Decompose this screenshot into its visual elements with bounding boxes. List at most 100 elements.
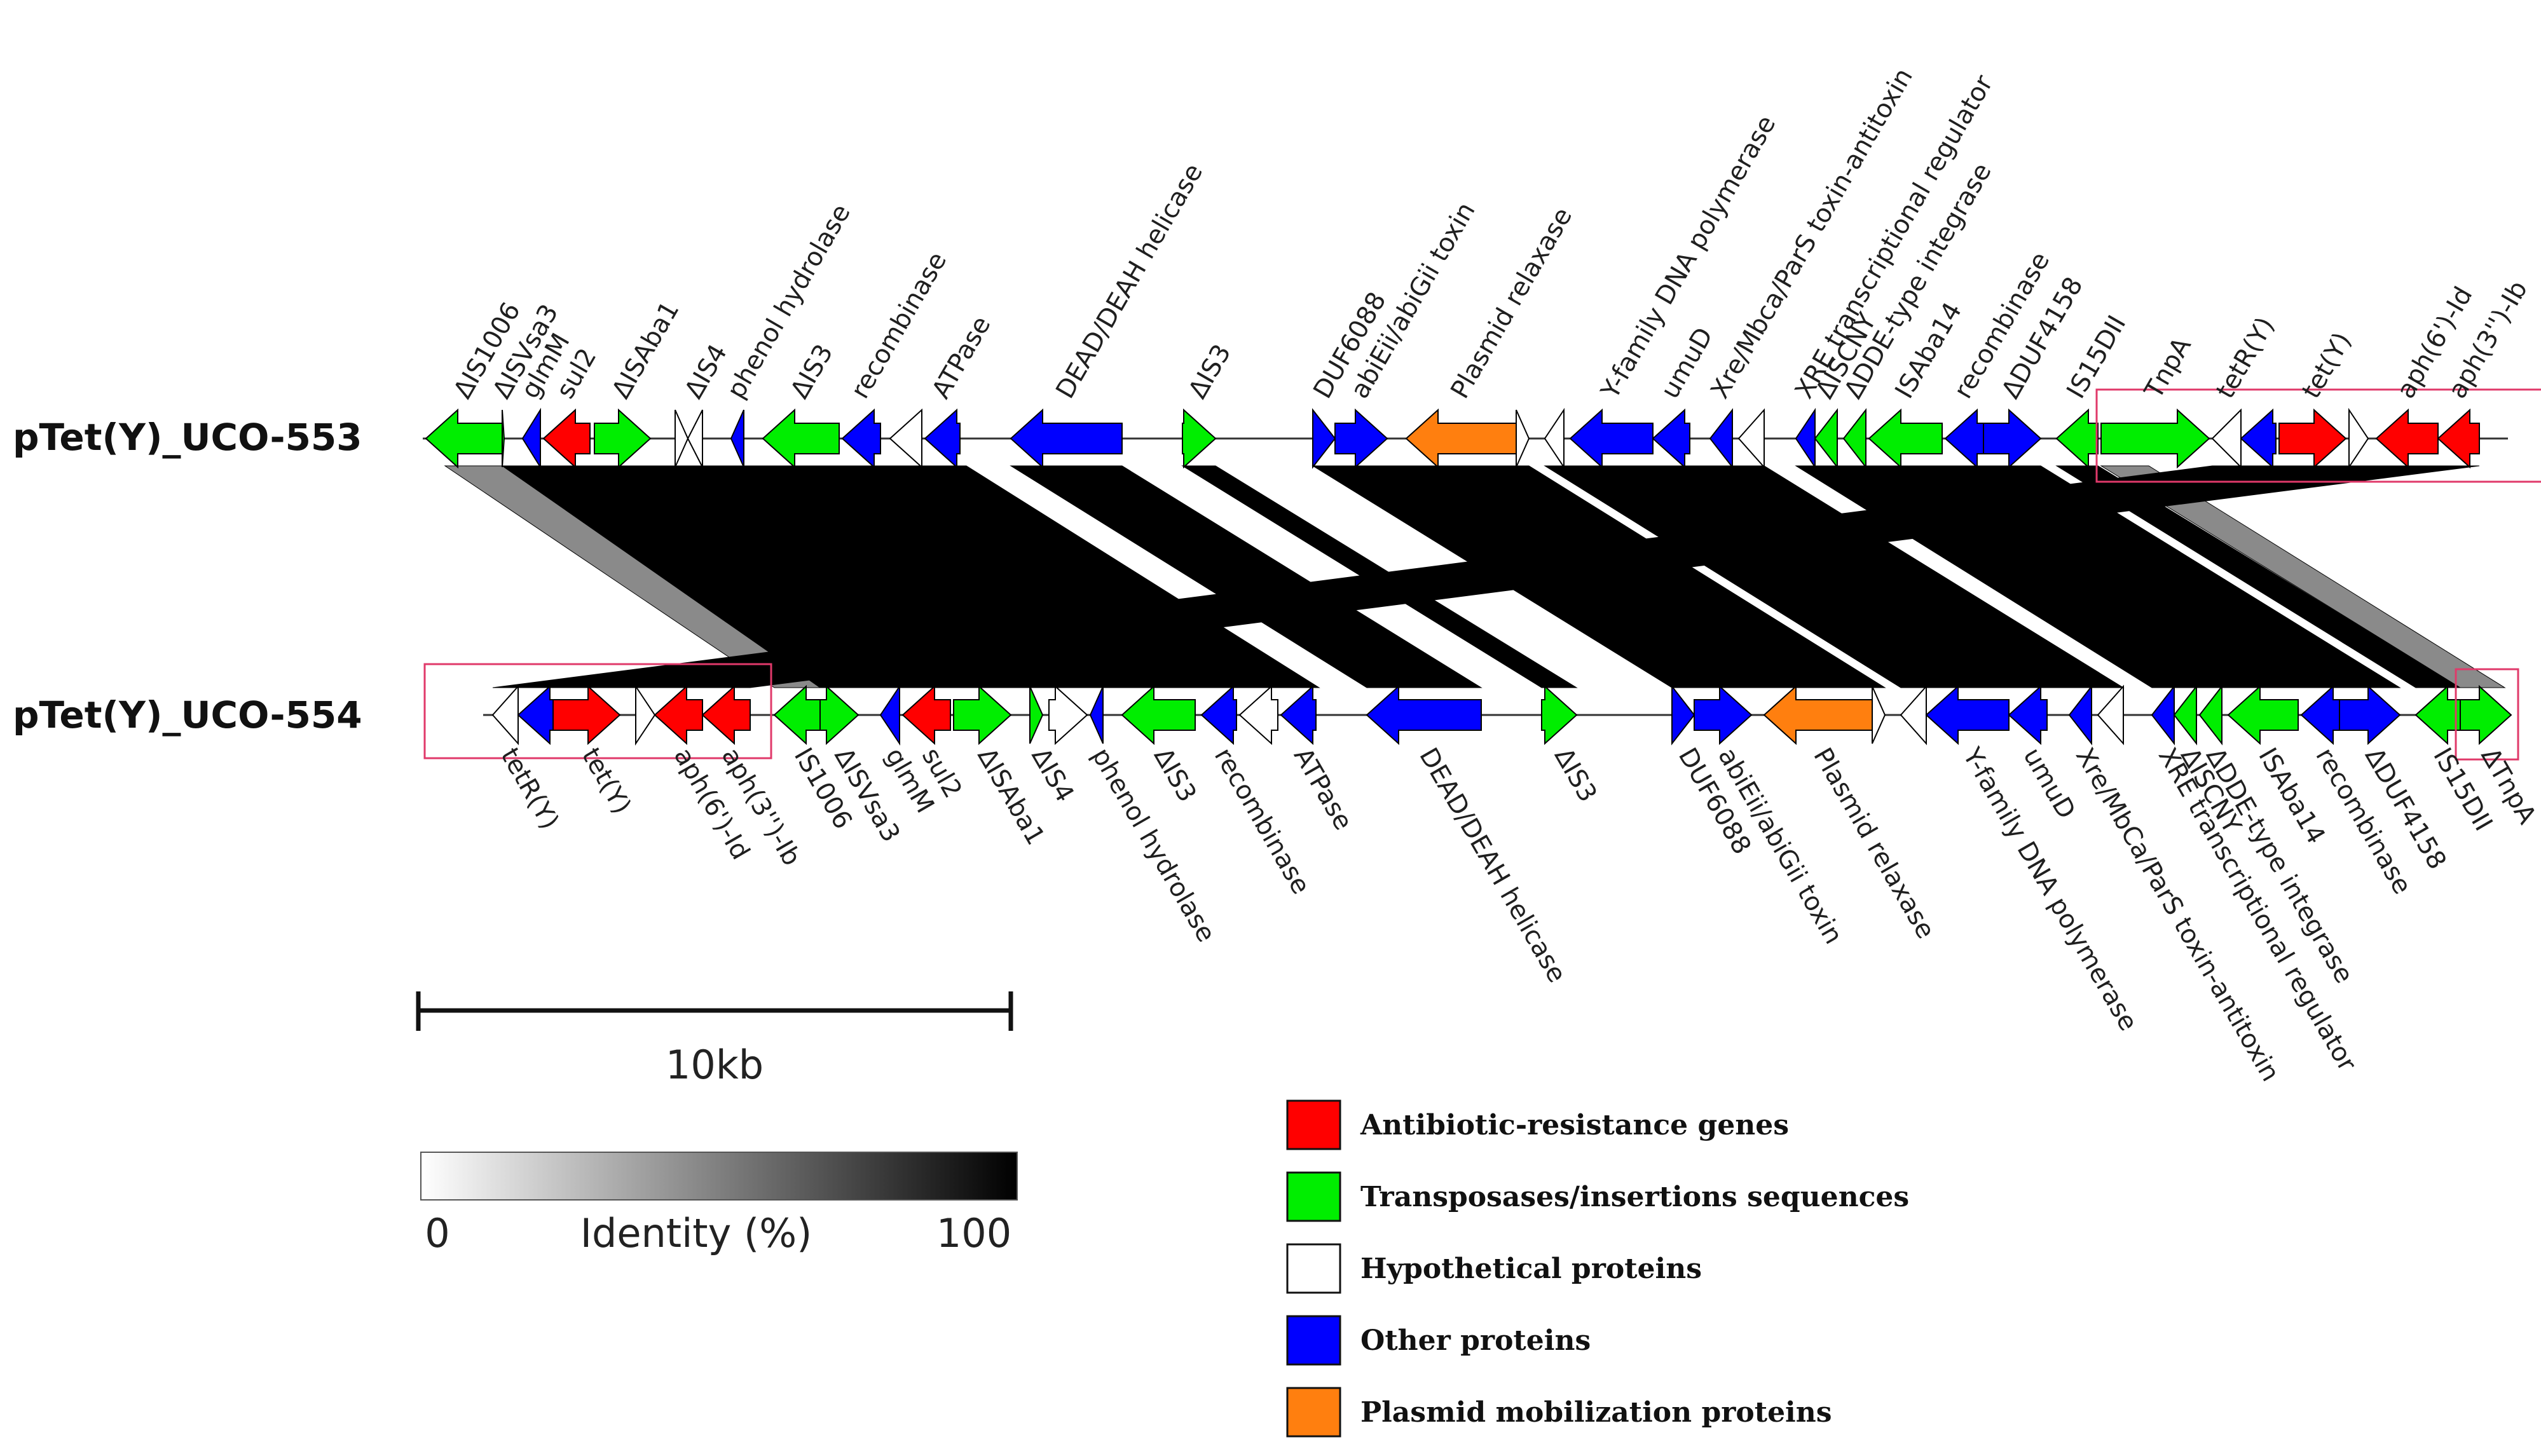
- gene-label-is3: ΔIS3: [1148, 743, 1202, 807]
- legend-swatch-transposase: [1286, 1171, 1341, 1222]
- gene-label-is4: ΔIS4: [1025, 743, 1079, 807]
- gene-arrow-dde-type-integrase: [1842, 408, 1866, 469]
- resistance-region-box-right-uco-554: [2455, 668, 2519, 761]
- gene-label-umud: umuD: [2017, 743, 2081, 824]
- gene-arrow-atpase: [1280, 684, 1317, 745]
- gene-arrow-glmm: [879, 684, 900, 746]
- gene-arrows-uco-554: [491, 684, 2512, 746]
- homology-links: [444, 465, 2506, 688]
- gene-arrow-tnpa: [2460, 684, 2512, 745]
- gene-arrow-unlabeled: [635, 684, 656, 746]
- gene-label-atpase: ATPase: [1288, 743, 1358, 835]
- gene-label-isaba1: ΔISAba1: [606, 296, 685, 404]
- gene-arrow-isaba14: [2227, 684, 2299, 745]
- gene-label-phenol-hydrolase: phenol hydrolase: [722, 200, 856, 404]
- gene-label-is3: ΔIS3: [785, 339, 839, 404]
- gene-label-tetr-y: tetR(Y): [495, 743, 565, 834]
- legend-swatch-other: [1286, 1315, 1341, 1366]
- gene-arrow-glmm: [521, 407, 541, 470]
- resistance-region-box-left-uco-554: [423, 663, 772, 759]
- gene-label-dead-deah-helicase: DEAD/DEAH helicase: [1413, 743, 1572, 988]
- gene-arrow-tnpa: [2100, 408, 2210, 469]
- gene-arrow-unlabeled: [1872, 686, 1886, 744]
- legend-label-other: Other proteins: [1360, 1324, 1591, 1357]
- gene-label-tet-y: tet(Y): [2296, 327, 2357, 404]
- gene-arrow-is15dii: [2414, 684, 2461, 745]
- gene-arrow-unlabeled: [1737, 408, 1765, 469]
- gene-arrow-phenol-hydrolase: [730, 409, 744, 468]
- resistance-region-box-uco-553: [2095, 388, 2541, 483]
- legend-label-antibiotic: Antibiotic-resistance genes: [1360, 1109, 1789, 1141]
- track-ptety-uco-553: pTet(Y)_UCO-553: [13, 388, 2541, 483]
- legend-swatch-antibiotic: [1286, 1099, 1341, 1150]
- gene-arrow-sul2: [901, 684, 951, 745]
- gene-arrow-recombinase: [1944, 408, 1984, 469]
- gene-arrow-recombinase: [2300, 684, 2340, 745]
- gene-arrow-unlabeled: [2348, 407, 2369, 470]
- gene-arrow-unlabeled: [1048, 684, 1088, 745]
- gene-arrow-duf4158: [1983, 408, 2042, 469]
- legend-swatch-mobilization: [1286, 1387, 1341, 1438]
- gene-label-tet-y: tet(Y): [576, 743, 637, 819]
- gene-arrow-iscny: [1814, 408, 1838, 469]
- gene-arrow-dde-type-integrase: [2198, 684, 2223, 745]
- gene-arrow-aph-3-ib: [701, 684, 751, 745]
- identity-gradient-key: 0 Identity (%) 100: [420, 1152, 1018, 1256]
- gene-arrow-aph-6-id: [654, 684, 703, 745]
- gene-arrow-unlabeled: [2097, 684, 2124, 745]
- scale-bar: 10kb: [416, 991, 1013, 1088]
- gene-arrow-is3: [762, 408, 840, 469]
- gene-arrow-aph-6-id: [2375, 408, 2439, 469]
- gene-arrow-tet-y: [2278, 408, 2347, 469]
- gene-arrow-unlabeled: [889, 408, 922, 469]
- scale-bar-label: 10kb: [666, 1042, 764, 1088]
- gene-arrow-isaba1: [594, 408, 652, 469]
- gene-arrow-is3: [1121, 684, 1196, 745]
- gene-arrow-dead-deah-helicase: [1010, 408, 1123, 469]
- gene-arrow-aph-3-ib: [2437, 408, 2480, 469]
- homology-link-9: [492, 465, 2480, 688]
- track-ptety-uco-554: pTet(Y)_UCO-554: [13, 663, 2519, 761]
- legend-label-transposase: Transposases/insertions sequences: [1360, 1181, 1909, 1213]
- gene-arrow-unlabeled: [1544, 407, 1565, 470]
- gene-arrow-iscny: [2173, 684, 2197, 745]
- gene-arrow-y-family-dna-polymerase: [1925, 684, 2010, 745]
- gene-arrow-xre-transcriptional-regulator: [1795, 407, 1816, 470]
- gene-arrow-is4: [1029, 686, 1044, 744]
- legend-swatch-hypothetical: [1286, 1243, 1341, 1294]
- gene-arrow-is15dii: [2055, 408, 2099, 469]
- gene-arrow-umud: [2008, 684, 2048, 745]
- gene-label-is3: ΔIS3: [1549, 743, 1603, 807]
- gene-arrow-isaba1: [953, 684, 1012, 745]
- homology-link-8: [2100, 465, 2506, 688]
- identity-max-label: 100: [936, 1210, 1011, 1256]
- gene-arrow-abieii-abigii-toxin: [1694, 684, 1753, 745]
- gene-arrow-is1006: [425, 408, 503, 469]
- gene-labels-uco-554: tetR(Y) tet(Y) aph(6')-Idaph(3'')-IbIS1006…: [495, 742, 2541, 1086]
- gene-arrow-atpase: [924, 408, 961, 469]
- gene-arrow-plasmid-relaxase: [1405, 408, 1517, 469]
- plasmid-name-uco-554: pTet(Y)_UCO-554: [13, 693, 362, 737]
- legend-label-mobilization: Plasmid mobilization proteins: [1360, 1396, 1832, 1429]
- gene-arrow-xre-transcriptional-regulator: [2151, 684, 2175, 745]
- gene-arrow-umud: [1652, 408, 1690, 469]
- legend: Antibiotic-resistance genes Transposases…: [1286, 1099, 1909, 1438]
- gene-label-tnpa: TnpA: [2139, 332, 2197, 404]
- gene-label-atpase: ATPase: [926, 311, 996, 404]
- gene-arrow-is3: [1182, 408, 1217, 469]
- gene-arrow-unlabeled: [517, 684, 554, 745]
- gene-arrow-duf6088: [1312, 408, 1336, 469]
- gene-arrow-tetr-y: [491, 684, 519, 745]
- gene-arrow-plasmid-relaxase: [1763, 684, 1873, 745]
- gene-label-phenol-hydrolase: phenol hydrolase: [1086, 743, 1221, 947]
- gene-arrow-xre-mbca-pars-toxin-antitoxin: [2068, 684, 2092, 745]
- gene-arrow-unlabeled: [1900, 684, 1927, 745]
- gene-arrow-sul2: [542, 408, 591, 469]
- gene-arrow-is1006: [773, 684, 824, 745]
- identity-min-label: 0: [425, 1210, 449, 1256]
- gene-arrow-unlabeled: [2240, 408, 2277, 469]
- gene-arrow-is3: [1541, 684, 1578, 745]
- gene-arrow-recombinase: [841, 408, 881, 469]
